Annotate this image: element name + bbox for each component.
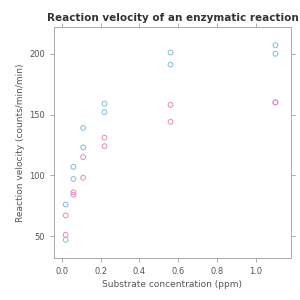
- Point: [81, 145, 85, 150]
- Point: [71, 190, 76, 195]
- Point: [102, 110, 107, 115]
- Point: [71, 177, 76, 182]
- Point: [273, 100, 278, 105]
- Title: Reaction velocity of an enzymatic reaction: Reaction velocity of an enzymatic reacti…: [46, 14, 298, 23]
- Point: [63, 237, 68, 242]
- Point: [63, 232, 68, 237]
- Point: [273, 51, 278, 56]
- Point: [63, 213, 68, 218]
- Point: [168, 62, 173, 67]
- Point: [71, 164, 76, 169]
- Point: [81, 155, 85, 160]
- Point: [273, 100, 278, 105]
- Point: [102, 144, 107, 148]
- Point: [71, 192, 76, 197]
- Point: [63, 202, 68, 207]
- Point: [102, 135, 107, 140]
- Point: [102, 101, 107, 106]
- Point: [168, 50, 173, 55]
- Point: [81, 176, 85, 180]
- Point: [168, 102, 173, 107]
- X-axis label: Substrate concentration (ppm): Substrate concentration (ppm): [103, 280, 242, 289]
- Y-axis label: Reaction velocity (counts/min/min): Reaction velocity (counts/min/min): [16, 63, 25, 222]
- Point: [168, 119, 173, 124]
- Point: [273, 43, 278, 48]
- Point: [81, 125, 85, 130]
